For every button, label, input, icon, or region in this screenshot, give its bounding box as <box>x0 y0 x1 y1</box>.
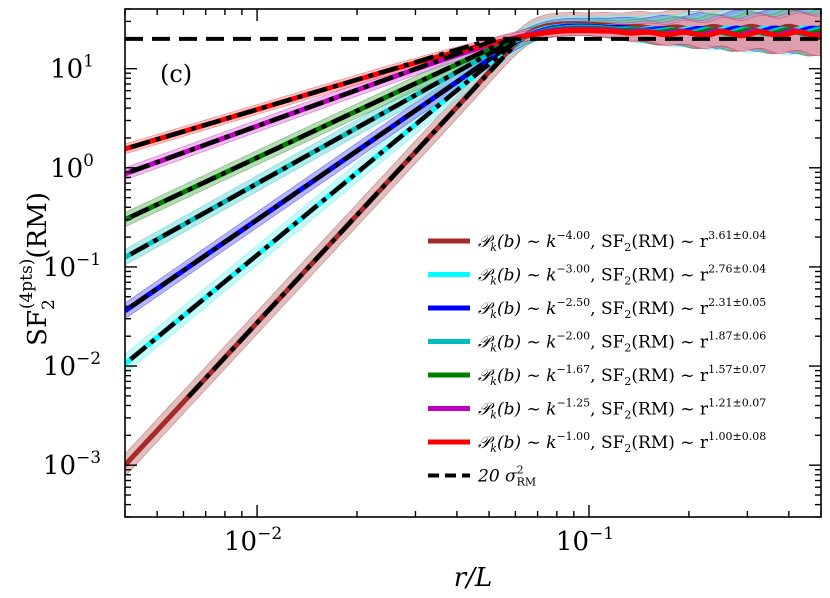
legend-entry-0: 𝒫k(b) ~ k−4.00, SF2(RM) ~ r3.61±0.04 <box>478 229 766 254</box>
x-axis-label: r/L <box>454 563 492 593</box>
series-band-0 <box>125 9 821 477</box>
legend: 𝒫k(b) ~ k−4.00, SF2(RM) ~ r3.61±0.04 𝒫k(b… <box>428 229 766 489</box>
legend-entry-6: 𝒫k(b) ~ k−1.00, SF2(RM) ~ r1.00±0.08 <box>478 430 766 455</box>
legend-entry-3: 𝒫k(b) ~ k−2.00, SF2(RM) ~ r1.87±0.06 <box>478 330 766 355</box>
x-tick-label-1: 10−1 <box>556 524 614 557</box>
legend-entry-5: 𝒫k(b) ~ k−1.25, SF2(RM) ~ r1.21±0.07 <box>478 397 766 422</box>
fit-line-0 <box>186 42 518 399</box>
power-law-fits <box>129 36 518 399</box>
tick-labels: 10−2 10−1 10−3 10−2 10−1 100 101 <box>43 52 614 557</box>
fit-line-5 <box>129 37 497 174</box>
legend-entry-1: 𝒫k(b) ~ k−3.00, SF2(RM) ~ r2.76±0.04 <box>478 263 766 288</box>
y-tick-label-0: 10−3 <box>43 448 101 481</box>
plot-frame <box>124 8 822 518</box>
x-tick-label-0: 10−2 <box>224 524 282 557</box>
y-tick-label-4: 101 <box>50 52 94 85</box>
legend-entry-reference: 20 σ2 RM <box>477 464 536 489</box>
fit-line-2 <box>129 39 517 309</box>
fit-line-1 <box>129 40 517 362</box>
fit-line-4 <box>129 36 512 220</box>
y-tick-label-3: 100 <box>50 151 94 184</box>
axis-ticks <box>124 8 822 518</box>
y-tick-label-2: 10−1 <box>43 250 101 283</box>
y-tick-label-1: 10−2 <box>43 349 101 382</box>
series-line-5 <box>125 26 821 177</box>
legend-entry-2: 𝒫k(b) ~ k−2.50, SF2(RM) ~ r2.31±0.05 <box>478 296 766 321</box>
y-axis-label: SF2(4pts)(RM) <box>17 192 59 346</box>
panel-label: (c) <box>160 60 192 88</box>
fit-line-6 <box>130 38 488 150</box>
legend-entry-4: 𝒫k(b) ~ k−1.67, SF2(RM) ~ r1.57±0.07 <box>478 363 766 388</box>
